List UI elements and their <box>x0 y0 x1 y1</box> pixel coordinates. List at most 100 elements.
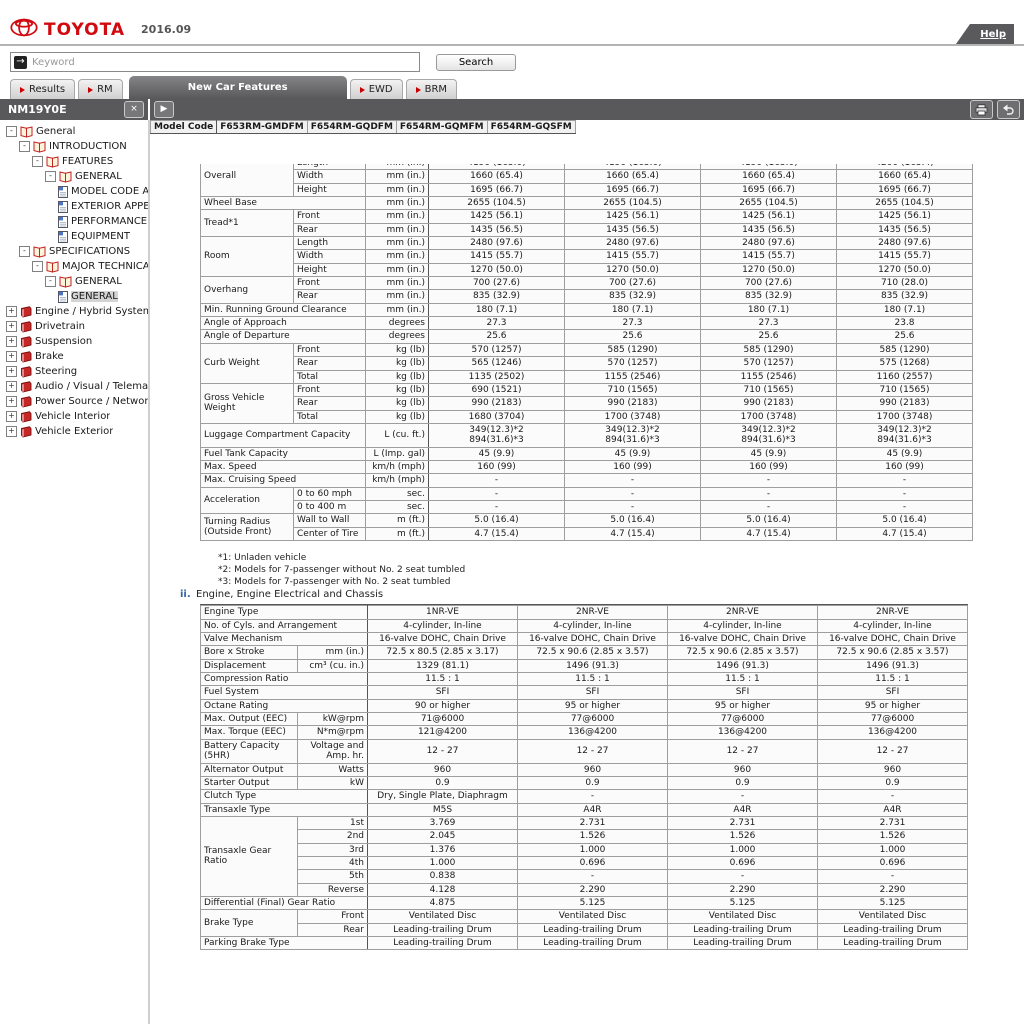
spec-cell: Ventilated Disc <box>517 909 668 924</box>
spec-cell: 77@6000 <box>667 712 818 727</box>
tab-rm[interactable]: RM <box>78 79 123 99</box>
sidebar-item-vehicle-interior[interactable]: + Vehicle Interior <box>0 409 148 424</box>
closed-book-icon <box>20 335 32 348</box>
spec-cell: 1415 (55.7) <box>428 249 565 264</box>
sidebar-item-general[interactable]: - General <box>0 124 148 139</box>
spec-cell: Min. Running Ground Clearance <box>200 302 366 318</box>
expand-icon[interactable]: + <box>6 336 17 347</box>
spec-cell: SFI <box>367 685 518 700</box>
sidebar-item-engine-hybrid-system[interactable]: + Engine / Hybrid System <box>0 304 148 319</box>
spec-cell: 5.125 <box>667 895 818 911</box>
sidebar-item-general[interactable]: - GENERAL <box>0 274 148 289</box>
sidebar-item-model-code-and[interactable]: MODEL CODE AND <box>0 184 148 199</box>
spec-cell: 11.5 : 1 <box>367 672 518 687</box>
spec-cell: 960 <box>667 762 818 777</box>
spec-cell: 12 - 27 <box>667 738 818 764</box>
sidebar-item-power-source-network[interactable]: + Power Source / Network <box>0 394 148 409</box>
tab-label: New Car Features <box>187 82 288 93</box>
sidebar-item-vehicle-exterior[interactable]: + Vehicle Exterior <box>0 424 148 439</box>
spec-cell: 1425 (56.1) <box>700 209 837 224</box>
spec-cell: 2480 (97.6) <box>836 236 973 251</box>
expand-icon[interactable]: + <box>6 411 17 422</box>
collapse-icon[interactable]: - <box>19 141 30 152</box>
close-icon[interactable]: × <box>124 101 144 118</box>
sidebar-item-suspension[interactable]: + Suspension <box>0 334 148 349</box>
expand-icon[interactable]: + <box>6 366 17 377</box>
sidebar-item-performance[interactable]: PERFORMANCE <box>0 214 148 229</box>
spec-cell: Front <box>293 209 366 224</box>
print-button[interactable] <box>970 100 993 119</box>
tree-item-label: Power Source / Network <box>35 396 148 407</box>
collapse-icon[interactable]: - <box>32 156 43 167</box>
spec-cell: mm (in.) <box>297 645 368 660</box>
sidebar-item-audio-visual-telematics[interactable]: + Audio / Visual / Telematics <box>0 379 148 394</box>
spec-cell: 990 (2183) <box>564 396 701 411</box>
spec-cell: 95 or higher <box>667 698 818 714</box>
spec-cell: Starter Output <box>200 775 298 791</box>
search-button[interactable]: Search <box>436 53 516 71</box>
spec-cell: - <box>700 499 837 515</box>
tab-bar: Results RM New Car Features EWD BRM <box>10 76 460 99</box>
tab-ewd[interactable]: EWD <box>349 79 403 99</box>
expand-icon[interactable]: + <box>6 396 17 407</box>
spec-cell: 77@6000 <box>817 712 968 727</box>
tree-item-label: MODEL CODE AND <box>71 186 148 197</box>
tab-results[interactable]: Results <box>10 79 76 99</box>
collapse-icon[interactable]: - <box>6 126 17 137</box>
sidebar-item-features[interactable]: - FEATURES <box>0 154 148 169</box>
expand-icon[interactable]: + <box>6 351 17 362</box>
back-button[interactable] <box>997 100 1020 119</box>
spec-cell: 1NR-VE <box>367 605 518 620</box>
spec-cell: degrees <box>365 329 429 344</box>
spec-cell: 960 <box>367 762 518 777</box>
expand-icon[interactable]: + <box>6 426 17 437</box>
red-arrow-icon <box>20 86 25 93</box>
sidebar-item-introduction[interactable]: - INTRODUCTION <box>0 139 148 154</box>
sidebar-item-specifications[interactable]: - SPECIFICATIONS <box>0 244 148 259</box>
spec-cell: 835 (32.9) <box>700 289 837 304</box>
spec-cell: Overhang <box>200 276 294 304</box>
sidebar-item-equipment[interactable]: EQUIPMENT <box>0 229 148 244</box>
spec-cell: Front <box>293 342 366 358</box>
spec-cell: 180 (7.1) <box>564 302 701 318</box>
closed-book-icon <box>20 410 32 423</box>
spec-cell: kg (lb) <box>365 382 429 398</box>
tab-brm[interactable]: BRM <box>405 79 458 99</box>
sidebar-item-steering[interactable]: + Steering <box>0 364 148 379</box>
expand-icon[interactable]: + <box>6 321 17 332</box>
help-button[interactable]: Help <box>956 24 1014 44</box>
search-input[interactable] <box>30 54 419 70</box>
spec-cell: - <box>428 473 565 488</box>
tab-new-car-features[interactable]: New Car Features <box>128 76 347 99</box>
sidebar-item-drivetrain[interactable]: + Drivetrain <box>0 319 148 334</box>
spec-cell: 160 (99) <box>428 459 565 475</box>
spec-cell: 2NR-VE <box>517 605 668 620</box>
panel-toggle-icon[interactable]: ▶ <box>154 101 174 118</box>
collapse-icon[interactable]: - <box>45 171 56 182</box>
sidebar-item-major-technical-si[interactable]: - MAJOR TECHNICAL SI <box>0 259 148 274</box>
spec-cell: Compression Ratio <box>200 672 368 687</box>
spec-cell: 0.9 <box>367 775 518 791</box>
spec-cell: kg (lb) <box>365 409 429 424</box>
spec-cell: kg (lb) <box>365 396 429 411</box>
spec-cell: Width <box>293 169 366 184</box>
spec-cell: m (ft.) <box>365 513 429 528</box>
collapse-icon[interactable]: - <box>45 276 56 287</box>
expand-icon[interactable]: + <box>6 381 17 392</box>
sidebar-item-general[interactable]: - GENERAL <box>0 169 148 184</box>
sidebar-item-exterior-appeara[interactable]: EXTERIOR APPEARA <box>0 199 148 214</box>
open-book-icon <box>20 125 33 138</box>
collapse-icon[interactable]: - <box>32 261 43 272</box>
spec-cell: kW <box>297 775 368 791</box>
spec-cell: Max. Output (EEC) <box>200 712 298 727</box>
spec-cell: 160 (99) <box>836 459 973 475</box>
spec-cell: Valve Mechanism <box>200 632 368 647</box>
collapse-icon[interactable]: - <box>19 246 30 257</box>
sidebar-item-general[interactable]: GENERAL <box>0 289 148 304</box>
sidebar-item-brake[interactable]: + Brake <box>0 349 148 364</box>
spec-cell: 1.000 <box>367 855 518 871</box>
expand-icon[interactable]: + <box>6 306 17 317</box>
spec-cell: Transaxle Type <box>200 802 368 817</box>
page-icon <box>58 185 68 198</box>
spec-cell: 1425 (56.1) <box>428 209 565 224</box>
